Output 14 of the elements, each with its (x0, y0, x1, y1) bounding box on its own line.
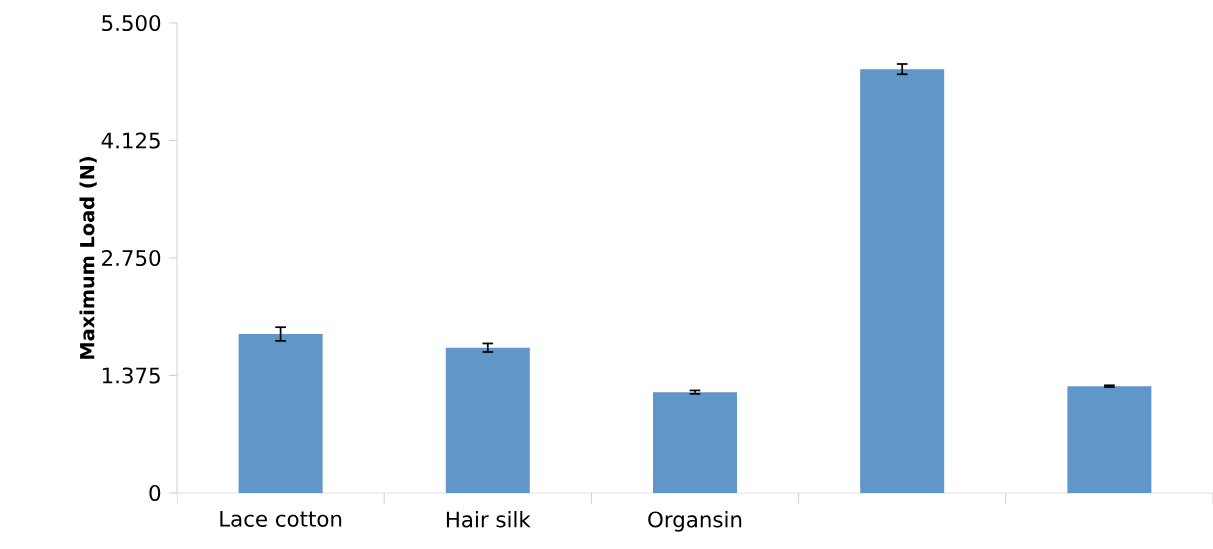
y-tick-label: 4.125 (101, 132, 160, 149)
y-axis-title: Maximum Load (N) (79, 157, 97, 359)
y-tick-label: 2.750 (102, 249, 161, 267)
y-tick-label: 1.375 (102, 367, 160, 384)
x-tick-label: Lace cotton (220, 511, 342, 527)
y-tick-label: 5.500 (102, 14, 161, 32)
x-tick-label: Organsin (648, 511, 742, 532)
bar (445, 347, 530, 493)
x-tick-label: Hair silk (446, 511, 531, 528)
bar (1067, 386, 1152, 493)
bar (653, 392, 737, 493)
y-tick-label: 0 (149, 484, 161, 502)
bar (238, 334, 323, 493)
bar (860, 69, 945, 493)
